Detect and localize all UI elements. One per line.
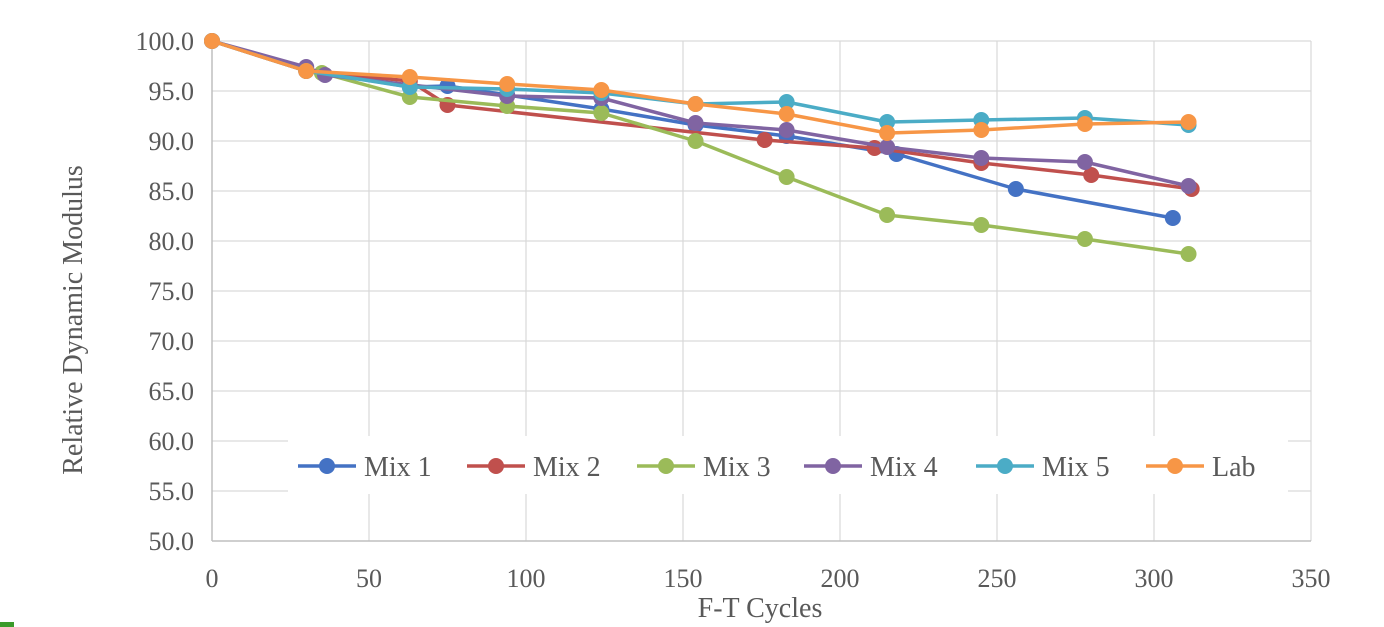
legend-label: Mix 1 bbox=[364, 452, 432, 483]
legend-item: Mix 4 bbox=[804, 452, 938, 483]
data-point bbox=[778, 169, 795, 185]
series-line bbox=[210, 39, 1191, 188]
y-tick-label: 60.0 bbox=[149, 427, 195, 456]
data-point bbox=[204, 33, 220, 49]
data-point bbox=[401, 69, 418, 85]
data-point bbox=[778, 106, 795, 122]
data-point bbox=[973, 217, 990, 233]
series-mix-2 bbox=[204, 33, 1200, 197]
data-point bbox=[593, 105, 610, 121]
x-tick-label: 50 bbox=[356, 564, 382, 593]
legend-swatch-marker bbox=[1167, 458, 1183, 474]
legend-background bbox=[288, 436, 1288, 494]
data-point bbox=[879, 139, 896, 155]
tick-labels: 50.0 55.0 60.0 65.0 70.0 75.0 80.0 85.0 90.0 95.0… bbox=[136, 27, 1331, 593]
data-point bbox=[973, 150, 990, 166]
x-tick-label: 0 bbox=[206, 564, 219, 593]
legend-label: Mix 2 bbox=[533, 452, 601, 483]
x-tick-label: 100 bbox=[507, 564, 546, 593]
series-line bbox=[210, 39, 1194, 191]
data-point bbox=[879, 125, 896, 141]
data-point bbox=[1007, 181, 1024, 197]
x-tick-label: 150 bbox=[664, 564, 703, 593]
legend-label: Mix 5 bbox=[1042, 452, 1110, 483]
y-tick-label: 70.0 bbox=[149, 327, 195, 356]
y-tick-label: 75.0 bbox=[149, 277, 195, 306]
corner-accent-mark bbox=[0, 622, 14, 627]
legend-item: Mix 5 bbox=[976, 452, 1110, 483]
data-point bbox=[687, 96, 704, 112]
series-group bbox=[204, 33, 1200, 262]
y-tick-label: 80.0 bbox=[149, 227, 195, 256]
legend-swatch-marker bbox=[658, 458, 674, 474]
x-tick-label: 350 bbox=[1292, 564, 1331, 593]
y-tick-label: 95.0 bbox=[149, 77, 195, 106]
data-point bbox=[1164, 210, 1181, 226]
data-point bbox=[1180, 246, 1197, 262]
legend-swatch-marker bbox=[825, 458, 841, 474]
y-tick-label: 85.0 bbox=[149, 177, 195, 206]
legend-item: Lab bbox=[1146, 452, 1256, 483]
legend: Mix 1 Mix 2 Mix 3 Mix 4 Mix 5 Lab bbox=[288, 436, 1288, 494]
data-point bbox=[593, 82, 610, 98]
data-point bbox=[973, 122, 990, 138]
y-tick-label: 100.0 bbox=[136, 27, 195, 56]
y-tick-label: 65.0 bbox=[149, 377, 195, 406]
data-point bbox=[756, 132, 773, 148]
legend-swatch-marker bbox=[997, 458, 1013, 474]
data-point bbox=[1076, 154, 1093, 170]
y-tick-label: 50.0 bbox=[149, 527, 195, 556]
data-point bbox=[687, 133, 704, 149]
series-lab bbox=[204, 33, 1197, 141]
x-tick-label: 250 bbox=[978, 564, 1017, 593]
series-mix-3 bbox=[204, 33, 1197, 262]
data-point bbox=[298, 63, 315, 79]
legend-label: Mix 4 bbox=[870, 452, 938, 483]
data-point bbox=[778, 122, 795, 138]
legend-item: Mix 1 bbox=[298, 452, 432, 483]
data-point bbox=[879, 207, 896, 223]
y-axis-title: Relative Dynamic Modulus bbox=[58, 165, 89, 475]
legend-label: Mix 3 bbox=[703, 452, 771, 483]
y-tick-label: 55.0 bbox=[149, 477, 195, 506]
legend-item: Mix 2 bbox=[467, 452, 601, 483]
data-point bbox=[1180, 178, 1197, 194]
data-point bbox=[499, 76, 516, 92]
legend-label: Lab bbox=[1212, 452, 1256, 483]
y-tick-label: 90.0 bbox=[149, 127, 195, 156]
legend-swatch-marker bbox=[488, 458, 504, 474]
axes bbox=[211, 41, 1311, 542]
x-axis-title: F-T Cycles bbox=[698, 593, 823, 624]
data-point bbox=[1083, 167, 1100, 183]
x-tick-label: 200 bbox=[821, 564, 860, 593]
legend-item: Mix 3 bbox=[637, 452, 771, 483]
legend-swatch-marker bbox=[319, 458, 335, 474]
data-point bbox=[1076, 116, 1093, 132]
data-point bbox=[687, 115, 704, 131]
data-point bbox=[1180, 114, 1197, 130]
data-point bbox=[778, 94, 795, 110]
x-tick-label: 300 bbox=[1135, 564, 1174, 593]
data-point bbox=[1076, 231, 1093, 247]
data-point bbox=[879, 114, 896, 130]
